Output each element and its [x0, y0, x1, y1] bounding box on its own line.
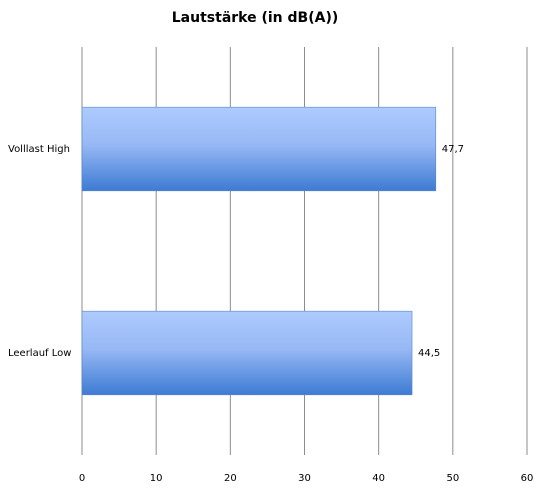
- x-tick-label: 10: [150, 473, 163, 484]
- bar: [81, 106, 437, 192]
- x-tick-label: 60: [521, 473, 534, 484]
- x-tick-label: 40: [372, 473, 385, 484]
- y-tick-label: Volllast High: [8, 144, 70, 155]
- value-label: 47,7: [442, 144, 464, 155]
- chart-title: Lautstärke (in dB(A)): [172, 10, 338, 26]
- x-tick-label: 50: [446, 473, 459, 484]
- bar: [81, 310, 413, 396]
- x-tick-label: 0: [79, 473, 85, 484]
- value-label: 44,5: [418, 348, 440, 359]
- x-tick-label: 20: [224, 473, 237, 484]
- x-tick-label: 30: [298, 473, 311, 484]
- y-tick-label: Leerlauf Low: [8, 348, 71, 359]
